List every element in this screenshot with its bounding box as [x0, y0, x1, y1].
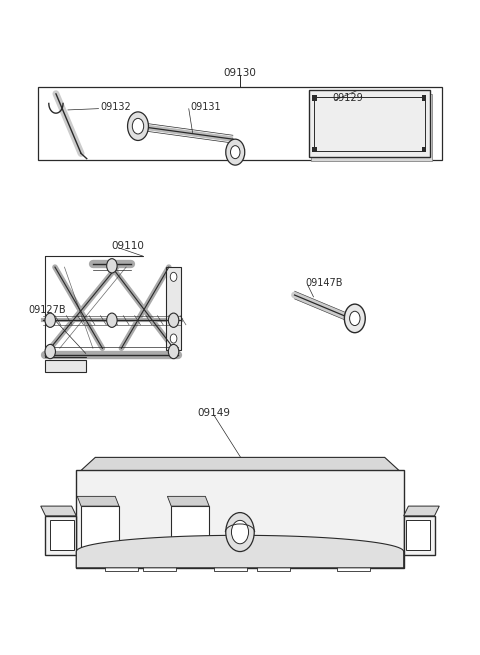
- Bar: [257, 553, 290, 571]
- Bar: [45, 360, 86, 371]
- Polygon shape: [168, 496, 209, 506]
- Text: 09147B: 09147B: [305, 278, 343, 288]
- Polygon shape: [404, 506, 439, 516]
- Circle shape: [168, 313, 179, 328]
- Polygon shape: [41, 506, 76, 516]
- Bar: [105, 553, 138, 571]
- Bar: [406, 520, 430, 550]
- Circle shape: [230, 145, 240, 159]
- Text: 09129: 09129: [333, 93, 363, 103]
- Circle shape: [132, 119, 144, 134]
- Text: 09131: 09131: [190, 102, 221, 112]
- Circle shape: [170, 334, 177, 343]
- Circle shape: [226, 513, 254, 552]
- Bar: [313, 97, 425, 151]
- Circle shape: [226, 139, 245, 165]
- Bar: [312, 96, 317, 101]
- Polygon shape: [76, 535, 404, 568]
- Text: 09149: 09149: [197, 408, 230, 419]
- Polygon shape: [81, 457, 399, 470]
- Polygon shape: [404, 516, 434, 555]
- Bar: [38, 87, 442, 160]
- Circle shape: [170, 272, 177, 282]
- Bar: [312, 147, 317, 153]
- Circle shape: [128, 112, 148, 140]
- Bar: [81, 506, 119, 552]
- Text: 09127B: 09127B: [29, 305, 67, 315]
- Bar: [422, 147, 426, 153]
- Circle shape: [349, 311, 360, 326]
- Text: 09110: 09110: [111, 240, 144, 251]
- Circle shape: [45, 313, 56, 328]
- Bar: [422, 96, 426, 101]
- Circle shape: [231, 520, 249, 544]
- Circle shape: [107, 313, 117, 328]
- Circle shape: [168, 345, 179, 359]
- Bar: [171, 506, 209, 552]
- Polygon shape: [46, 516, 76, 555]
- Polygon shape: [76, 470, 404, 568]
- Bar: [309, 90, 430, 157]
- Text: 09132: 09132: [100, 102, 131, 112]
- Bar: [167, 267, 180, 350]
- Bar: [214, 553, 247, 571]
- Text: 09130: 09130: [224, 68, 256, 78]
- Bar: [337, 553, 371, 571]
- Polygon shape: [77, 496, 119, 506]
- Bar: [50, 520, 74, 550]
- Bar: [311, 94, 432, 160]
- Circle shape: [344, 304, 365, 333]
- Bar: [143, 553, 176, 571]
- Circle shape: [45, 345, 56, 359]
- Circle shape: [107, 259, 117, 273]
